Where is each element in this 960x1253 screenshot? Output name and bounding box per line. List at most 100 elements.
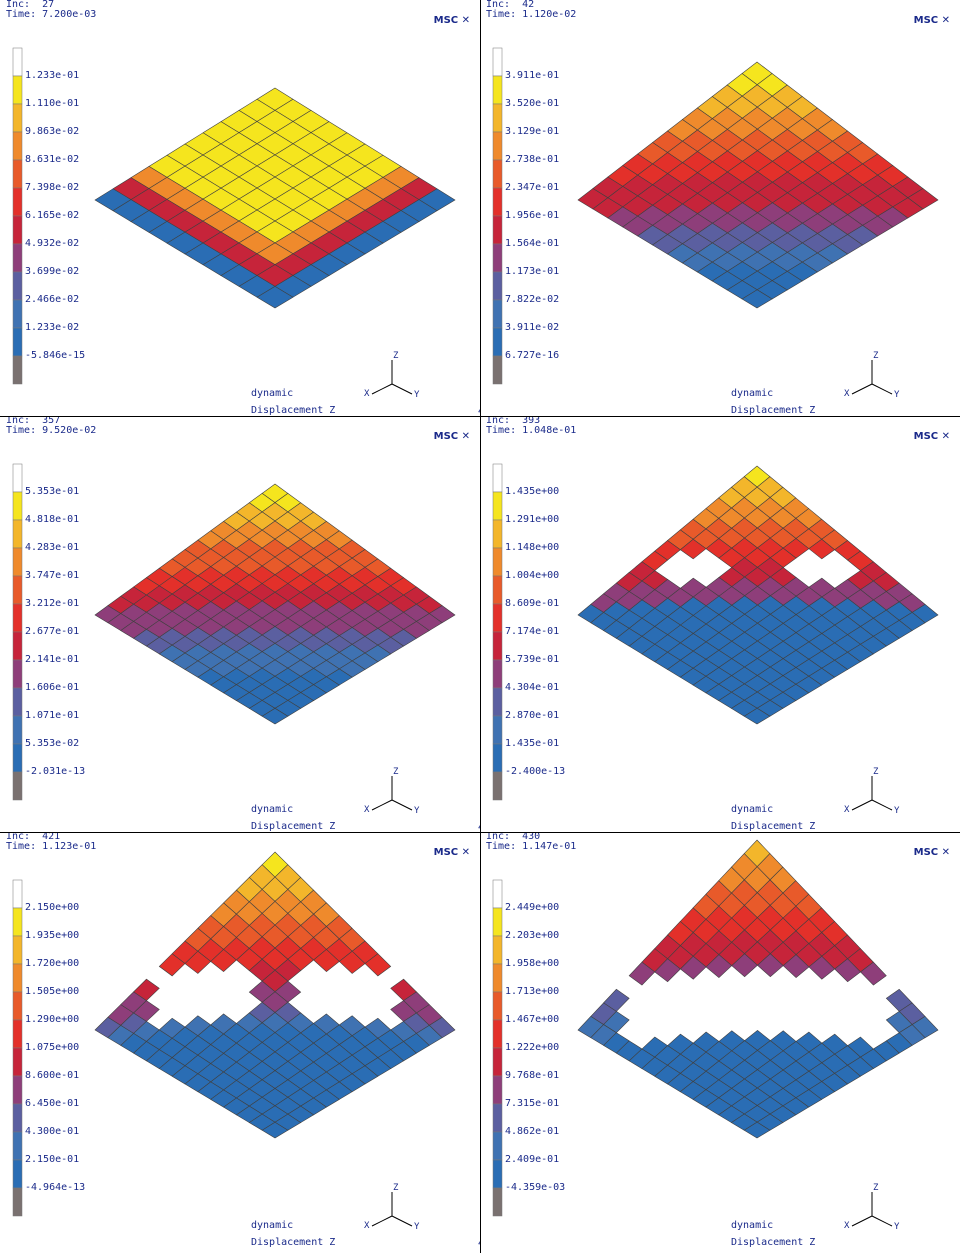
legend-value: 1.075e+00 [25, 1042, 80, 1053]
mesh-element [757, 953, 784, 978]
axis-triad: Z X Y [844, 351, 900, 400]
legend-swatch [492, 327, 503, 357]
legend-swatch [492, 1187, 503, 1217]
result-panel-2: Z X Y Inc: 42 Time: 1.120e-02 MSC ✕ 3.911e-01 3… [480, 0, 960, 416]
legend-swatch [12, 879, 23, 909]
mesh-element [834, 958, 861, 983]
time-label: Time: [486, 425, 523, 436]
legend-value: 1.958e+00 [505, 958, 560, 969]
legend-swatch [492, 715, 503, 745]
legend-swatch [12, 103, 23, 133]
mesh-element [261, 1121, 289, 1139]
legend-swatch [492, 991, 503, 1021]
legend-swatch [492, 47, 503, 77]
legend-value: 1.435e+00 [505, 486, 560, 497]
mesh-plot [577, 61, 939, 309]
legend-swatch [492, 243, 503, 273]
msc-logo: MSC ✕ [913, 431, 950, 442]
legend-swatch [12, 1103, 23, 1133]
mesh-element [158, 953, 186, 977]
legend-swatch [492, 103, 503, 133]
axis-y-label: Y [894, 806, 900, 816]
time-value: 1.048e-01 [522, 425, 577, 436]
legend-value: 6.450e-01 [25, 1098, 80, 1109]
axis-z-label: Z [873, 351, 879, 361]
legend-value: 7.315e-01 [505, 1098, 560, 1109]
legend-value: -4.359e-03 [505, 1182, 566, 1193]
case-label: dynamic [251, 804, 294, 815]
axis-triad: Z X Y [364, 351, 420, 400]
legend-swatch [12, 271, 23, 301]
legend-swatch [12, 327, 23, 357]
legend-value: 2.150e-01 [25, 1154, 80, 1165]
mesh-element [860, 961, 887, 986]
mesh-element [808, 955, 836, 980]
legend-value: -4.964e-13 [25, 1182, 86, 1193]
case-label: dynamic [251, 1220, 294, 1231]
legend-swatch [492, 1019, 503, 1049]
axis-x-label: X [844, 389, 850, 399]
legend-value: 2.466e-02 [25, 294, 80, 305]
legend-value: 1.110e-01 [25, 98, 80, 109]
legend-value: 8.609e-01 [505, 598, 560, 609]
time-value: 9.520e-02 [42, 425, 97, 436]
time-value: 1.120e-02 [522, 9, 577, 20]
msc-logo: MSC ✕ [913, 847, 950, 858]
legend-value: -5.846e-15 [25, 350, 86, 361]
legend-swatch [12, 299, 23, 329]
variable-label: Displacement Z [251, 821, 336, 832]
legend-value: 3.129e-01 [505, 126, 560, 137]
legend-value: 3.212e-01 [25, 598, 80, 609]
legend-value: 5.739e-01 [505, 654, 560, 665]
mesh-element [808, 538, 836, 560]
legend-swatch [12, 1159, 23, 1189]
increment-header: Inc: 42 Time: 1.120e-02 [486, 0, 576, 20]
inc-value: 357 [42, 416, 61, 426]
legend-value: 3.520e-01 [505, 98, 560, 109]
axis-z-label: Z [873, 1183, 879, 1193]
msc-logo: MSC ✕ [913, 15, 950, 26]
legend-value: 8.600e-01 [25, 1070, 80, 1081]
case-label: dynamic [731, 388, 774, 399]
mesh-element [741, 289, 773, 309]
legend-value: 3.911e-02 [505, 322, 560, 333]
legend-swatch [492, 1159, 503, 1189]
axis-x-label: X [364, 1221, 370, 1231]
legend-swatch [12, 159, 23, 189]
horizontal-divider [0, 416, 960, 417]
legend-swatch [492, 187, 503, 217]
increment-header: Inc: 27 Time: 7.200e-03 [6, 0, 96, 20]
axis-x-label: X [844, 805, 850, 815]
legend-value: 1.233e-02 [25, 322, 80, 333]
time-label: Time: [6, 841, 43, 852]
legend-swatch [492, 299, 503, 329]
legend-value: 1.233e-01 [25, 70, 80, 81]
legend-swatch [492, 743, 503, 773]
legend-swatch [492, 935, 503, 965]
mesh-plot [94, 851, 456, 1139]
legend-swatch [12, 75, 23, 105]
legend-value: 1.290e+00 [25, 1014, 80, 1025]
panel-canvas: Z X Y [492, 463, 939, 816]
corner-mark: 4 [478, 1238, 480, 1248]
axis-z-label: Z [873, 767, 879, 777]
variable-label: Displacement Z [731, 821, 816, 832]
mesh-element [628, 961, 656, 986]
legend-swatch [12, 935, 23, 965]
legend-value: 1.173e-01 [505, 266, 560, 277]
mesh-plot [94, 87, 456, 309]
legend-swatch [492, 355, 503, 385]
axis-z-label: Z [393, 351, 399, 361]
legend-swatch [492, 879, 503, 909]
legend-swatch [492, 1047, 503, 1077]
legend-swatch [12, 215, 23, 245]
inc-value: 430 [522, 832, 541, 842]
legend-value: 1.505e+00 [25, 986, 80, 997]
legend-value: 4.818e-01 [25, 514, 80, 525]
inc-label: Inc: [486, 832, 523, 842]
legend-swatch [12, 963, 23, 993]
mesh-element [654, 958, 681, 983]
panel-canvas: Z X Y [492, 47, 939, 400]
increment-header: Inc: 430 Time: 1.147e-01 [486, 832, 576, 852]
mesh-element [364, 953, 392, 977]
